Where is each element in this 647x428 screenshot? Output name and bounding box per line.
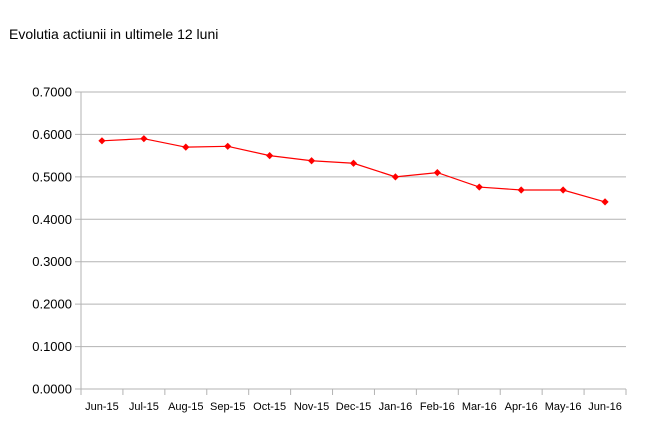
y-tick-label: 0.6000 <box>32 127 72 142</box>
data-point-marker <box>349 159 358 167</box>
data-point-marker <box>140 135 148 143</box>
x-tick-label: Jun-15 <box>85 401 119 413</box>
axes <box>80 92 627 395</box>
data-point-marker <box>307 157 316 165</box>
y-tick-label: 0.3000 <box>32 254 72 269</box>
data-point-marker <box>559 186 567 194</box>
data-point-marker <box>224 142 232 150</box>
x-tick-label: Apr-16 <box>505 401 538 413</box>
y-tick-label: 0.5000 <box>32 169 72 184</box>
y-tick-label: 0.0000 <box>32 382 72 397</box>
x-tick-label: Jan-16 <box>379 401 413 413</box>
series-line <box>101 138 606 203</box>
y-tick-label: 0.1000 <box>32 339 72 354</box>
x-tick-label: Mar-16 <box>462 401 497 413</box>
x-tick-label: Dec-15 <box>336 401 371 413</box>
x-axis-tick-labels: Jun-15 Jul-15 Aug-15 Sep-15 Oct-15 Nov-15 Dec-… <box>85 401 622 413</box>
x-tick-label: Oct-15 <box>253 401 286 413</box>
x-tick-label: May-16 <box>545 401 582 413</box>
data-point-marker <box>475 183 483 191</box>
data-point-marker <box>601 198 609 206</box>
data-point-marker <box>98 137 106 145</box>
x-tick-label: Feb-16 <box>420 401 455 413</box>
data-point-marker <box>391 173 400 181</box>
y-tick-label: 0.2000 <box>32 297 72 312</box>
x-tick-label: Aug-15 <box>168 401 203 413</box>
y-tick-label: 0.7000 <box>32 85 72 100</box>
x-tick-label: Jul-15 <box>129 401 159 413</box>
data-point-marker <box>266 152 274 160</box>
y-tick-label: 0.4000 <box>32 212 72 227</box>
chart-title: Evolutia actiunii in ultimele 12 luni <box>9 26 219 42</box>
data-point-marker <box>433 169 441 177</box>
x-tick-label: Nov-15 <box>294 401 329 413</box>
data-point-marker <box>182 143 190 151</box>
y-axis-tick-labels: 0.0000 0.1000 0.2000 0.3000 0.4000 0.5000 0.60… <box>32 85 72 397</box>
data-point-marker <box>517 186 525 194</box>
gridlines <box>75 91 626 390</box>
series <box>98 135 609 206</box>
x-tick-label: Jun-16 <box>588 401 622 413</box>
x-tick-label: Sep-15 <box>210 401 245 413</box>
